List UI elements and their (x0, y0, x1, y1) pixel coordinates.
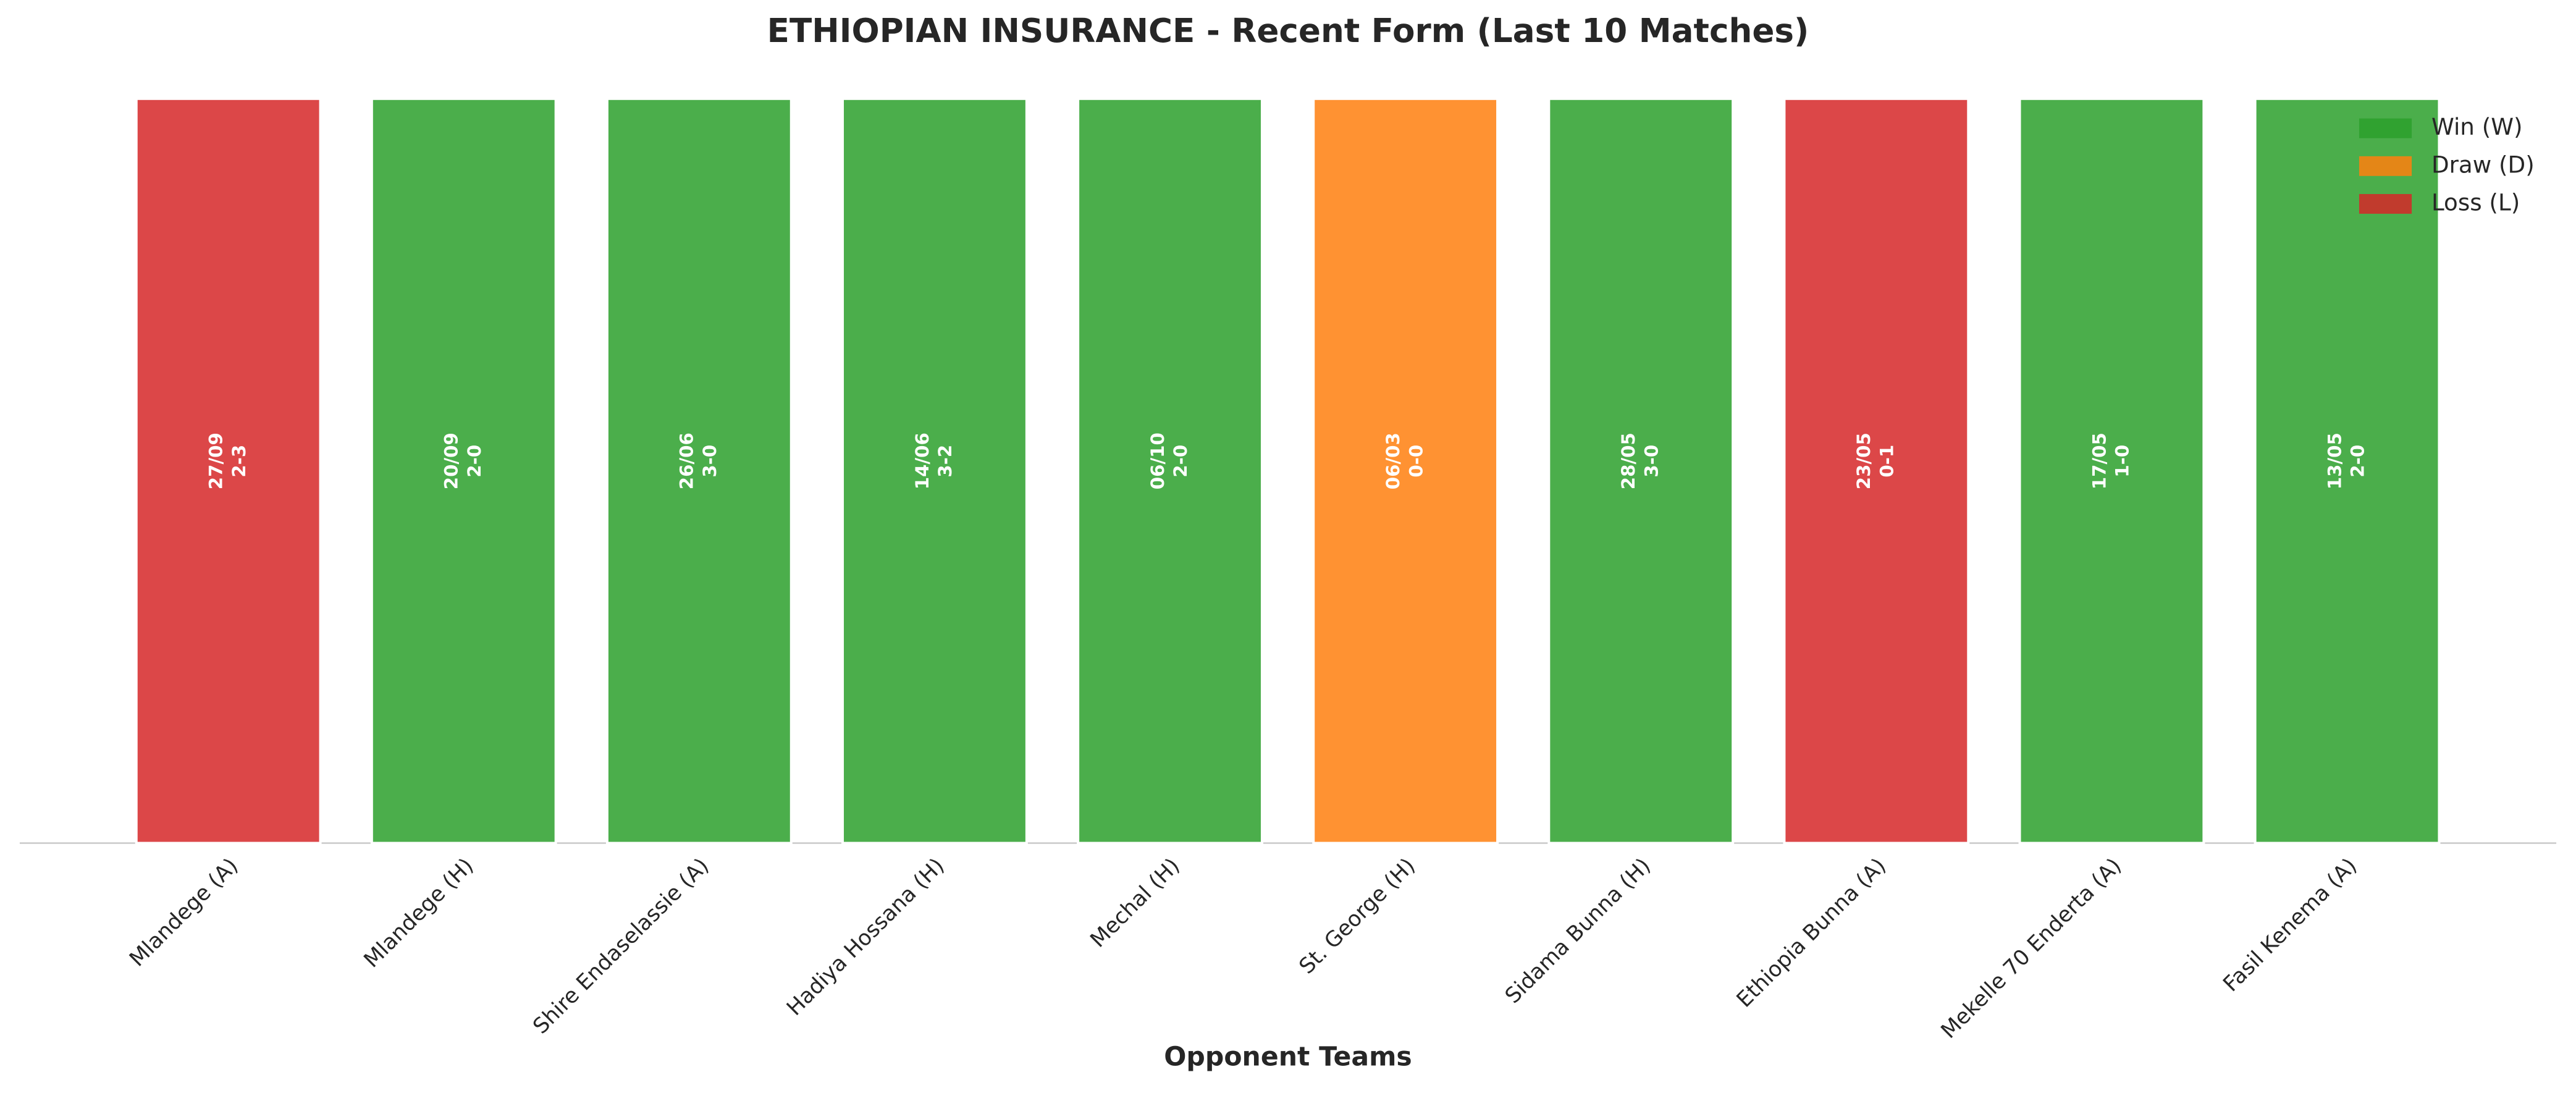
bar-date-label: 20/09 (441, 433, 462, 489)
legend-label: Win (W) (2431, 113, 2523, 140)
bar (605, 97, 793, 845)
chart-title: ETHIOPIAN INSURANCE - Recent Form (Last … (767, 12, 1809, 50)
bar (370, 97, 557, 845)
legend-swatch (2359, 118, 2412, 138)
bar-date-label: 28/05 (1618, 433, 1639, 489)
bar (2018, 97, 2205, 845)
legend-label: Draw (D) (2431, 151, 2535, 178)
bar (1077, 97, 1263, 845)
bar (1312, 97, 1499, 845)
bar-score-label: 2-0 (464, 445, 485, 478)
bar-date-label: 13/05 (2324, 433, 2345, 489)
legend-swatch (2359, 194, 2412, 214)
bar (135, 97, 322, 845)
bar-date-label: 14/06 (912, 433, 933, 489)
bar-date-label: 06/10 (1147, 433, 1168, 489)
x-axis-label: Opponent Teams (1164, 1042, 1412, 1072)
bar-score-label: 1-0 (2112, 445, 2133, 478)
bar (1783, 97, 1970, 845)
bar-date-label: 26/06 (676, 433, 697, 489)
bar-score-label: 3-0 (699, 445, 720, 478)
legend-label: Loss (L) (2431, 189, 2520, 216)
bar-date-label: 23/05 (1853, 433, 1874, 489)
bar-date-label: 27/09 (206, 433, 227, 489)
bar-score-label: 0-1 (1876, 445, 1897, 478)
bar (841, 97, 1028, 845)
bar-score-label: 3-2 (935, 445, 956, 478)
legend-swatch (2359, 156, 2412, 176)
bar-score-label: 2-0 (1170, 445, 1191, 478)
bar (2254, 97, 2441, 845)
bar-score-label: 0-0 (1405, 445, 1426, 478)
bar-score-label: 2-3 (229, 445, 250, 478)
bar-score-label: 2-0 (2347, 445, 2368, 478)
bar (1547, 97, 1735, 845)
bar-date-label: 17/05 (2089, 433, 2110, 489)
bar-score-label: 3-0 (1641, 445, 1662, 478)
bar-date-label: 06/03 (1383, 433, 1404, 489)
